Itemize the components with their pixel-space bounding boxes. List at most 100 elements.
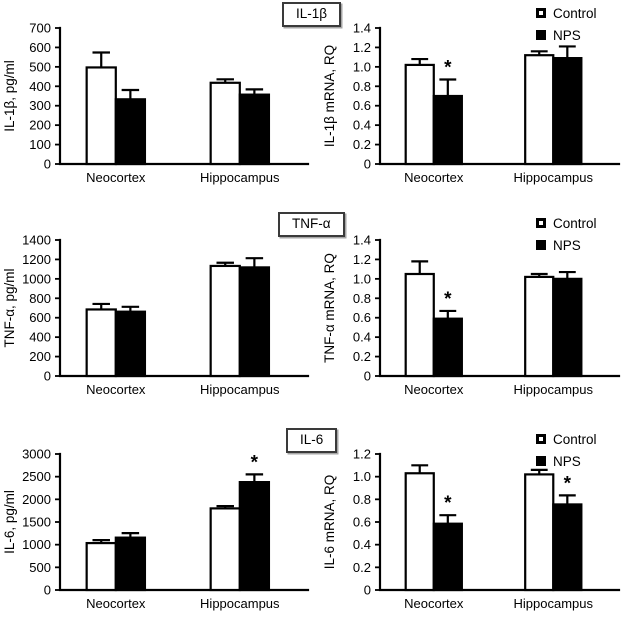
error-bar xyxy=(530,468,548,475)
panel-il6-mrna: 0 0.2 0.4 0.6 0.8 1.0 1.2 IL-6 mRNA, RQ * Neocort… xyxy=(320,436,631,626)
legend-label-nps: NPS xyxy=(553,453,581,469)
legend-label-control: Control xyxy=(553,215,597,231)
legend-item-control: Control xyxy=(536,2,597,24)
y-tick-label: 0.4 xyxy=(353,118,371,133)
error-bar xyxy=(92,302,110,310)
category-label-hippocampus: Hippocampus xyxy=(514,596,594,611)
y-tick-label: 0.8 xyxy=(353,291,371,306)
panel-il6-protein: 0 500 1000 1500 2000 2500 3000 IL-6, pg/ml Neoco… xyxy=(0,436,320,626)
significance-marker: * xyxy=(444,493,452,514)
chart-il6-protein: 0 500 1000 1500 2000 2500 3000 IL-6, pg/ml Neoco… xyxy=(2,447,310,611)
bar-control xyxy=(524,473,555,592)
bar-control xyxy=(524,54,555,166)
error-bar xyxy=(530,50,548,56)
legend-row2: Control NPS xyxy=(536,212,597,256)
chart-il1b-mrna: 0 0.2 0.4 0.6 0.8 1.0 1.2 1.4 IL-1β mRNA, RQ * Neo… xyxy=(322,21,621,185)
panel-il1b-protein: 0 100 200 300 400 500 600 700 IL-1β, pg/ml Neocor… xyxy=(0,10,320,200)
y-tick-label: 600 xyxy=(29,310,51,325)
y-tick-label: 800 xyxy=(29,291,51,306)
y-tick-label: 0 xyxy=(44,369,51,384)
y-tick-label: 2500 xyxy=(22,469,51,484)
y-tick-label: 1.0 xyxy=(353,271,371,286)
legend-label-nps: NPS xyxy=(553,237,581,253)
legend-label-control: Control xyxy=(553,5,597,21)
y-axis-title: IL-6, pg/ml xyxy=(2,490,17,554)
y-tick-label: 0 xyxy=(364,369,371,384)
bar-control xyxy=(404,63,435,166)
bar-control xyxy=(209,507,241,592)
y-axis-title: IL-1β, pg/ml xyxy=(2,60,17,132)
y-tick-label: 0 xyxy=(44,583,51,598)
error-bar xyxy=(92,51,110,68)
bar-nps xyxy=(432,317,463,378)
y-tick-label: 1.2 xyxy=(353,252,371,267)
y-tick-label: 300 xyxy=(29,98,51,113)
error-bar xyxy=(411,464,429,474)
legend-label-nps: NPS xyxy=(553,27,581,43)
y-axis-title: TNF-α mRNA, RQ xyxy=(322,253,337,363)
bar-control xyxy=(85,308,117,378)
category-label-hippocampus: Hippocampus xyxy=(514,170,594,185)
bar-control xyxy=(85,66,117,166)
error-bar xyxy=(439,309,457,319)
error-bar xyxy=(439,514,457,524)
y-tick-label: 400 xyxy=(29,79,51,94)
y-tick-label: 500 xyxy=(29,59,51,74)
y-tick-label: 500 xyxy=(29,560,51,575)
significance-marker: * xyxy=(444,57,452,78)
y-tick-label: 1.4 xyxy=(353,21,371,36)
chart-il6-mrna: 0 0.2 0.4 0.6 0.8 1.0 1.2 IL-6 mRNA, RQ * Neocort… xyxy=(322,447,621,611)
y-tick-label: 200 xyxy=(29,349,51,364)
bar-nps xyxy=(238,93,271,166)
y-tick-label: 0.8 xyxy=(353,79,371,94)
legend-item-nps: NPS xyxy=(536,24,597,46)
panel-tnfa-protein: 0 200 400 600 800 1000 1200 1400 TNF-α, pg/ml Neo… xyxy=(0,222,320,412)
category-label-hippocampus: Hippocampus xyxy=(514,382,594,397)
bar-control xyxy=(404,472,435,592)
error-bar xyxy=(245,257,264,268)
error-bar xyxy=(411,260,429,274)
y-tick-label: 0.6 xyxy=(353,310,371,325)
y-tick-label: 0.2 xyxy=(353,137,371,152)
y-tick-label: 3000 xyxy=(22,447,51,462)
bar-nps xyxy=(114,536,147,592)
y-tick-label: 1.0 xyxy=(353,59,371,74)
y-tick-label: 0.6 xyxy=(353,98,371,113)
panel-tnfa-mrna: 0 0.2 0.4 0.6 0.8 1.0 1.2 1.4 TNF-α mRNA, RQ * Neo… xyxy=(320,222,631,412)
bar-control xyxy=(209,81,241,166)
category-label-neocortex: Neocortex xyxy=(404,382,464,397)
error-bar xyxy=(530,272,548,277)
error-bar xyxy=(558,270,576,279)
y-tick-label: 0 xyxy=(364,157,371,172)
y-tick-label: 0 xyxy=(364,583,371,598)
y-tick-label: 200 xyxy=(29,118,51,133)
bar-control xyxy=(85,541,117,592)
y-tick-label: 100 xyxy=(29,137,51,152)
y-tick-label: 1.2 xyxy=(353,40,371,55)
chart-tnfa-mrna: 0 0.2 0.4 0.6 0.8 1.0 1.2 1.4 TNF-α mRNA, RQ * Neo… xyxy=(322,233,621,397)
error-bar xyxy=(216,505,234,509)
error-bar xyxy=(121,305,140,312)
legend-swatch-nps-icon xyxy=(536,240,546,250)
y-tick-label: 0.4 xyxy=(353,330,371,345)
y-tick-label: 1400 xyxy=(22,233,51,248)
error-bar xyxy=(216,78,234,83)
panel-title-tnfa-text: TNF-α xyxy=(292,216,331,231)
legend-swatch-nps-icon xyxy=(536,456,546,466)
bar-nps xyxy=(238,266,271,378)
legend-item-control: Control xyxy=(536,428,597,450)
error-bar xyxy=(245,88,264,95)
bar-nps xyxy=(432,94,463,166)
error-bar xyxy=(121,88,140,100)
bar-control xyxy=(404,272,435,378)
y-tick-label: 1000 xyxy=(22,537,51,552)
legend-item-nps: NPS xyxy=(536,234,597,256)
y-tick-label: 600 xyxy=(29,40,51,55)
bar-nps xyxy=(114,310,147,378)
panel-title-tnfa: TNF-α xyxy=(278,212,345,237)
bar-nps xyxy=(238,481,271,592)
error-bar xyxy=(558,45,576,59)
y-tick-label: 0.6 xyxy=(353,515,371,530)
y-axis-title: IL-1β mRNA, RQ xyxy=(322,45,337,147)
bar-nps xyxy=(552,57,583,166)
